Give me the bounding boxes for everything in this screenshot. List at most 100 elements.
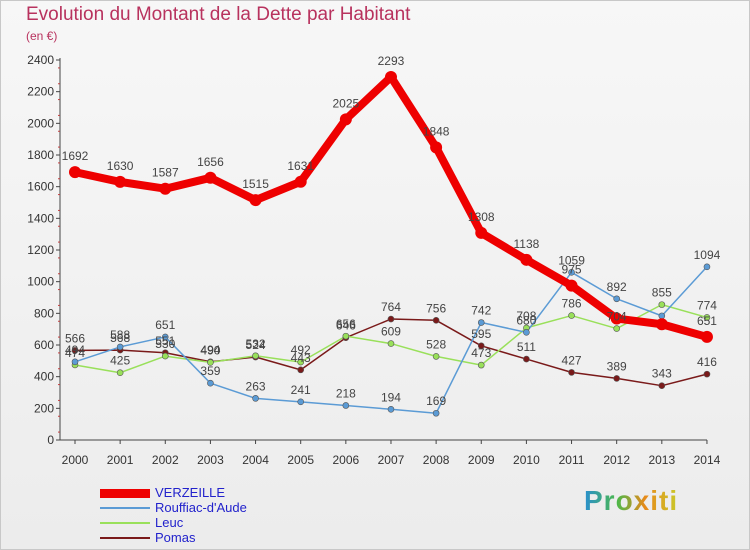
- data-point: [159, 182, 172, 195]
- data-label: 194: [381, 390, 401, 404]
- data-point: [339, 113, 352, 126]
- data-point: [387, 315, 395, 323]
- data-label: 169: [426, 394, 446, 408]
- x-tick-label: 2006: [332, 453, 359, 467]
- y-tick-label: 400: [34, 370, 54, 384]
- data-label: 530: [155, 337, 175, 351]
- data-point: [568, 312, 575, 319]
- data-point: [568, 369, 575, 376]
- data-label: 1515: [242, 177, 269, 191]
- data-label: 343: [652, 367, 672, 381]
- x-tick-label: 2005: [287, 453, 314, 467]
- data-point: [658, 312, 666, 320]
- data-label: 474: [65, 346, 85, 360]
- data-point: [655, 318, 668, 331]
- line-chart: 0 200 400 600 800 1000 1200 1400 1600 1800 2000 220…: [27, 53, 721, 467]
- data-point: [477, 361, 485, 369]
- data-point: [523, 329, 530, 336]
- data-point: [565, 279, 578, 292]
- x-tick-label: 2000: [62, 453, 89, 467]
- data-label: 359: [200, 364, 220, 378]
- data-label: 492: [291, 343, 311, 357]
- x-tick-label: 2010: [513, 453, 540, 467]
- data-point: [523, 355, 530, 363]
- data-point: [658, 301, 666, 308]
- data-label: 1630: [107, 159, 134, 173]
- data-label: 786: [562, 297, 582, 311]
- legend-item: Rouffiac-d'Aude: [100, 500, 360, 516]
- series-line: [71, 72, 711, 341]
- data-point: [387, 405, 395, 413]
- data-point: [658, 382, 666, 389]
- data-label: 490: [200, 343, 220, 357]
- data-point: [520, 253, 533, 266]
- legend-swatch: [100, 522, 150, 524]
- y-tick-label: 0: [47, 433, 54, 447]
- data-label: 551: [155, 334, 175, 348]
- data-point: [432, 353, 440, 360]
- legend-label: VERZEILLE: [155, 485, 226, 500]
- data-point: [249, 194, 262, 207]
- legend-item: Leuc: [100, 515, 360, 531]
- data-point: [613, 295, 620, 303]
- data-label: 656: [336, 317, 356, 331]
- data-label: 241: [291, 383, 311, 397]
- y-tick-label: 2400: [27, 53, 54, 67]
- legend-swatch: [100, 537, 150, 539]
- data-label: 1587: [152, 166, 179, 180]
- y-tick-label: 1200: [27, 243, 54, 257]
- y-tick-label: 200: [34, 401, 54, 415]
- legend-swatch: [100, 507, 150, 509]
- legend-item: Pomas: [100, 530, 360, 546]
- data-label: 1059: [558, 253, 585, 267]
- data-point: [116, 343, 124, 351]
- data-label: 425: [110, 354, 130, 368]
- data-point: [207, 359, 214, 366]
- chart-unit: (en €): [26, 29, 58, 43]
- data-label: 1094: [694, 248, 721, 262]
- data-label: 263: [246, 379, 266, 393]
- axes: 0 200 400 600 800 1000 1200 1400 1600 1800 2000 220…: [27, 53, 720, 467]
- x-tick-label: 2012: [603, 453, 630, 467]
- data-label: 742: [471, 304, 491, 318]
- data-label: 892: [607, 280, 627, 294]
- data-label: 595: [471, 327, 491, 341]
- y-tick-label: 1400: [27, 211, 54, 225]
- data-label: 494: [200, 343, 220, 357]
- data-label: 532: [246, 337, 266, 351]
- data-label: 855: [652, 286, 672, 300]
- data-label: 566: [65, 331, 85, 345]
- data-point: [207, 379, 214, 387]
- data-labels: 1692 1630 1587 1656 1515 1631 2025 2293 1848 1308…: [62, 54, 721, 408]
- legend-label: Pomas: [155, 530, 196, 545]
- data-point: [613, 325, 620, 332]
- data-point: [477, 319, 485, 326]
- data-label: 494: [65, 343, 85, 357]
- data-point: [342, 402, 350, 409]
- data-label: 651: [697, 314, 717, 328]
- data-point: [297, 398, 305, 406]
- data-label: 588: [110, 328, 130, 342]
- data-point: [475, 226, 488, 239]
- data-label: 1138: [513, 237, 539, 251]
- data-point: [71, 358, 79, 366]
- x-tick-label: 2001: [107, 453, 134, 467]
- proxiti-logo: Proxiti: [584, 485, 678, 517]
- data-point: [568, 269, 575, 276]
- x-tick-label: 2003: [197, 453, 224, 467]
- y-tick-label: 2000: [27, 116, 54, 130]
- data-label: 1656: [197, 155, 224, 169]
- data-label: 568: [110, 331, 130, 345]
- data-point: [613, 375, 620, 382]
- data-label: 528: [426, 337, 446, 351]
- data-label: 2293: [378, 54, 405, 68]
- data-point: [703, 370, 711, 378]
- data-point: [387, 340, 395, 347]
- y-tick-label: 1600: [27, 180, 54, 194]
- data-label: 416: [697, 355, 717, 369]
- data-point: [432, 409, 440, 417]
- data-point: [297, 358, 305, 366]
- data-point: [252, 395, 259, 402]
- data-label: 1308: [468, 210, 495, 224]
- data-label: 704: [607, 310, 627, 324]
